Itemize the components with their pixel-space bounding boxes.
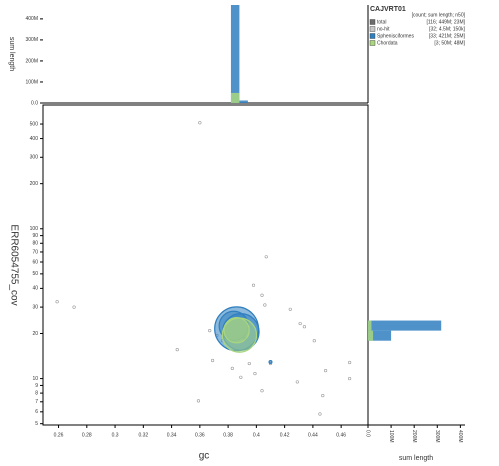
right-x-tick-label: 300M <box>434 430 440 443</box>
point <box>247 361 251 366</box>
legend-stats: [32; 4.5M; 150k] <box>429 26 465 32</box>
point <box>260 389 264 393</box>
legend-label: Chordata <box>377 40 398 46</box>
point <box>251 283 256 287</box>
hist-bar <box>239 100 248 103</box>
legend-label: no-hit <box>377 26 390 32</box>
hist-bar <box>230 92 240 103</box>
legend-stats: [116; 449M; 23M] <box>426 19 465 25</box>
top-y-label: sum length <box>8 37 15 71</box>
top-y-tick-label: 200M <box>25 58 38 64</box>
point <box>268 360 273 365</box>
y-tick-label: 300 <box>30 155 39 161</box>
right-x-tick-label: 0.0 <box>365 430 371 437</box>
point <box>230 366 234 370</box>
y-tick-label: 9 <box>35 383 38 389</box>
y-tick-label: 30 <box>32 304 38 310</box>
legend-label: Sphenisciformes <box>377 33 414 39</box>
point <box>288 307 292 311</box>
top-hist <box>230 5 248 103</box>
point <box>175 348 179 352</box>
point <box>196 399 201 403</box>
point <box>253 371 257 376</box>
point <box>72 305 76 309</box>
legend-label: total <box>377 19 386 25</box>
top-y-tick-label: 0.0 <box>31 100 38 106</box>
right-x-tick-label: 400M <box>457 430 463 443</box>
y-tick-label: 60 <box>32 259 38 265</box>
legend-swatch <box>369 26 376 32</box>
y-label: ERR6054755_cov <box>8 224 19 305</box>
y-tick-label: 70 <box>32 249 38 255</box>
point <box>302 325 307 329</box>
hist-bar <box>368 330 374 341</box>
y-tick-label: 500 <box>30 121 39 127</box>
y-tick-label: 100 <box>30 226 39 232</box>
point <box>198 121 202 125</box>
hist-bar <box>368 320 442 331</box>
x-tick-label: 0.36 <box>195 432 205 438</box>
point <box>239 375 243 379</box>
x-tick-label: 0.42 <box>280 432 290 438</box>
point <box>210 358 215 363</box>
hist-bar <box>368 320 372 331</box>
legend-header: [count; sum length; n50] <box>412 12 466 18</box>
y-tick-label: 400 <box>30 136 39 142</box>
point <box>348 360 352 365</box>
point <box>223 317 250 344</box>
y-tick-label: 8 <box>35 390 38 396</box>
right-x-label: sum length <box>399 455 433 462</box>
point <box>260 293 264 297</box>
point <box>348 376 352 381</box>
legend-swatch <box>369 19 376 25</box>
top-y-tick-label: 300M <box>25 37 38 43</box>
y-tick-label: 20 <box>32 331 38 337</box>
point <box>318 412 322 416</box>
x-tick-label: 0.46 <box>336 432 346 438</box>
right-x-tick-label: 100M <box>388 430 394 443</box>
x-tick-label: 0.32 <box>138 432 148 438</box>
point <box>312 339 316 343</box>
y-tick-label: 7 <box>35 399 38 405</box>
y-tick-label: 5 <box>35 421 38 427</box>
point <box>208 329 212 333</box>
top-y-tick-label: 100M <box>25 79 38 85</box>
x-label: gc <box>199 451 210 462</box>
y-tick-label: 90 <box>32 233 38 239</box>
point <box>263 303 267 307</box>
point <box>264 255 268 259</box>
legend-swatch <box>369 40 376 46</box>
scatter-layer <box>55 121 352 416</box>
main-panel <box>42 104 369 426</box>
x-tick-label: 0.3 <box>112 432 119 438</box>
y-tick-label: 40 <box>32 286 38 292</box>
right-hist <box>368 320 442 341</box>
x-tick-label: 0.34 <box>167 432 177 438</box>
x-tick-label: 0.38 <box>223 432 233 438</box>
legend-stats: [33; 421M; 25M] <box>429 33 466 39</box>
top-y-tick-label: 400M <box>25 16 38 22</box>
point <box>324 369 328 373</box>
hist-bar <box>368 330 392 341</box>
x-tick-label: 0.28 <box>82 432 92 438</box>
point <box>55 300 59 304</box>
y-tick-label: 200 <box>30 181 39 187</box>
x-tick-label: 0.44 <box>308 432 318 438</box>
y-tick-label: 10 <box>32 376 38 382</box>
right-x-tick-label: 200M <box>411 430 417 443</box>
point <box>295 380 299 384</box>
legend-stats: [3; 50M; 48M] <box>434 40 465 46</box>
y-tick-label: 6 <box>35 409 38 415</box>
legend-swatch <box>369 33 376 39</box>
y-tick-label: 50 <box>32 271 38 277</box>
hist-bar <box>230 5 240 103</box>
y-tick-label: 80 <box>32 241 38 247</box>
point <box>298 321 302 326</box>
x-tick-label: 0.26 <box>54 432 64 438</box>
legend-title: CAJVRT01 <box>370 6 406 13</box>
point <box>321 393 325 398</box>
x-tick-label: 0.4 <box>253 432 260 438</box>
